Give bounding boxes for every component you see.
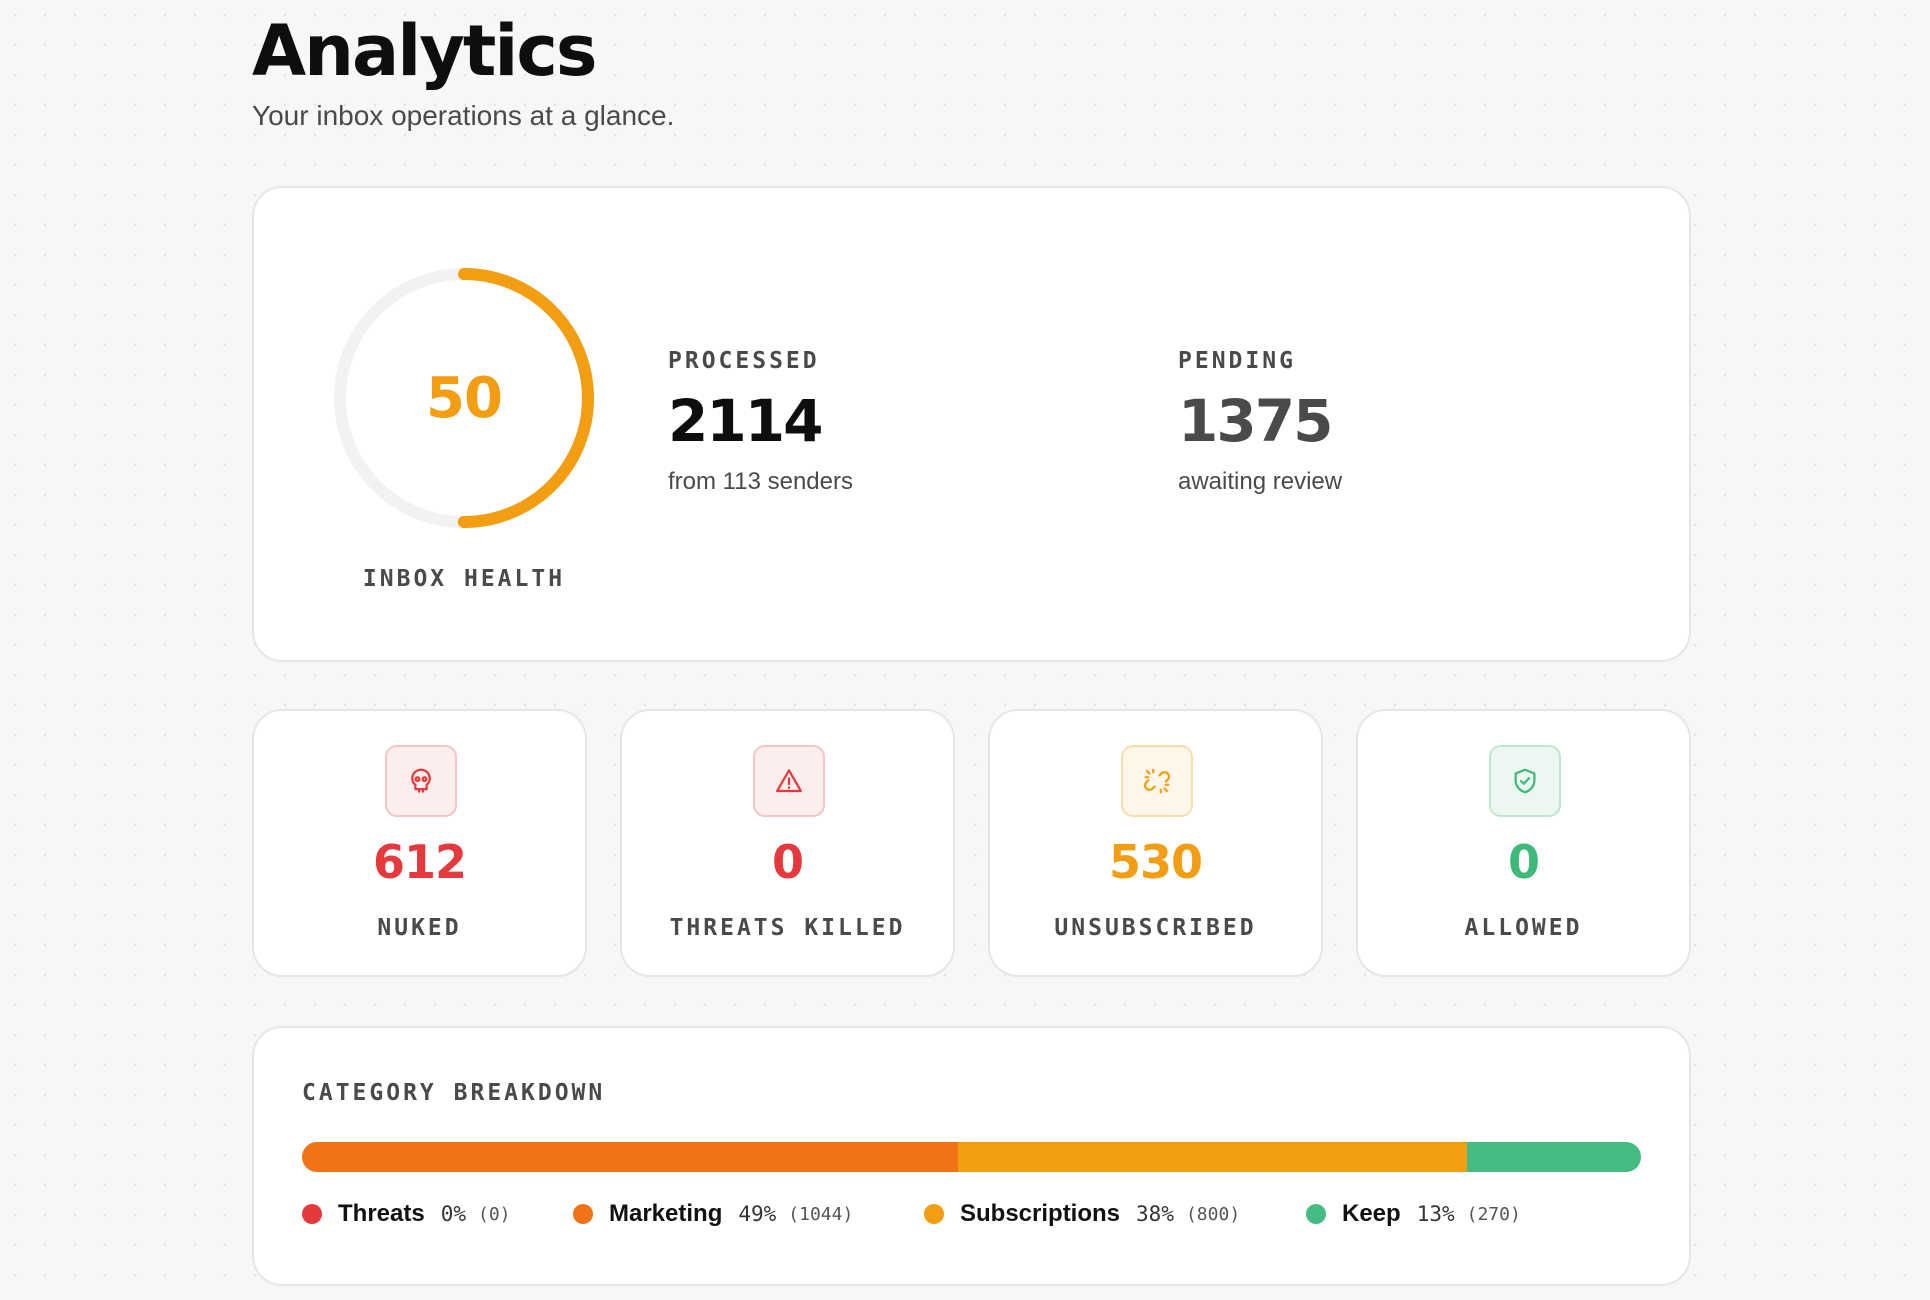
category-breakdown-card: CATEGORY BREAKDOWN Threats 0% (0) Market…	[252, 1026, 1691, 1286]
bar-segment-subscriptions	[958, 1142, 1467, 1172]
stat-icon-box	[753, 745, 825, 817]
stat-card-nuked: 612 NUKED	[252, 709, 587, 977]
legend-percent: 49%	[738, 1202, 777, 1226]
inbox-health-label: INBOX HEALTH	[362, 566, 566, 592]
skull-icon	[411, 768, 431, 793]
broken-link-icon	[1143, 768, 1171, 794]
page-title: Analytics	[252, 10, 597, 92]
legend-count: (270)	[1466, 1203, 1521, 1225]
legend-dot	[573, 1204, 593, 1224]
legend-dot	[924, 1204, 944, 1224]
bar-segment-marketing	[302, 1142, 959, 1172]
legend-percent: 13%	[1416, 1202, 1455, 1226]
legend-item-keep: Keep 13% (270)	[1306, 1200, 1521, 1228]
overview-card: 50 INBOX HEALTH PROCESSED 2114 from 113 …	[252, 186, 1691, 662]
gauge-svg	[334, 268, 594, 528]
stat-card-allowed: 0 ALLOWED	[1356, 709, 1691, 977]
legend-count: (0)	[478, 1203, 511, 1225]
warning-triangle-icon	[776, 769, 802, 793]
legend-name: Keep	[1342, 1200, 1401, 1227]
legend-name: Subscriptions	[960, 1200, 1121, 1227]
stat-card-threats-killed: 0 THREATS KILLED	[620, 709, 955, 977]
category-breakdown-title: CATEGORY BREAKDOWN	[302, 1080, 606, 1106]
page-subtitle: Your inbox operations at a glance.	[252, 100, 675, 131]
legend-item-threats: Threats 0% (0)	[302, 1200, 511, 1228]
legend-dot	[1306, 1204, 1326, 1224]
stat-icon-box	[385, 745, 457, 817]
pending-kpi: PENDING 1375 awaiting review	[1178, 348, 1342, 496]
processed-kpi: PROCESSED 2114 from 113 senders	[668, 348, 853, 496]
stat-value: 530	[1108, 835, 1203, 889]
pending-subtext: awaiting review	[1178, 468, 1343, 495]
processed-subtext: from 113 senders	[668, 468, 853, 495]
pending-value: 1375	[1178, 387, 1333, 455]
stat-card-unsubscribed: 530 UNSUBSCRIBED	[988, 709, 1323, 977]
legend-percent: 38%	[1136, 1202, 1174, 1226]
legend-item-subscriptions: Subscriptions 38% (800)	[924, 1200, 1240, 1228]
legend-count: (800)	[1185, 1203, 1241, 1225]
legend-name: Threats	[338, 1200, 425, 1227]
gauge-arc	[334, 268, 594, 528]
pending-label: PENDING	[1178, 348, 1296, 374]
legend-percent: 0%	[440, 1202, 466, 1226]
legend-item-marketing: Marketing 49% (1044)	[573, 1200, 853, 1228]
stat-label: ALLOWED	[1464, 915, 1583, 941]
stat-label: NUKED	[377, 915, 462, 941]
stat-value: 612	[372, 835, 467, 889]
legend-dot	[302, 1204, 322, 1224]
stat-value: 0	[771, 835, 804, 889]
stat-icon-box	[1121, 745, 1193, 817]
stat-icon-box	[1489, 745, 1561, 817]
legend-name: Marketing	[609, 1200, 723, 1227]
stat-label: UNSUBSCRIBED	[1054, 915, 1257, 941]
processed-label: PROCESSED	[668, 348, 820, 374]
bar-segment-keep	[1466, 1142, 1641, 1172]
category-stacked-bar	[302, 1142, 1641, 1172]
inbox-health-gauge: 50	[330, 264, 598, 532]
inbox-health-score: 50	[426, 365, 503, 431]
stat-value: 0	[1507, 835, 1540, 889]
stat-label: THREATS KILLED	[669, 915, 906, 941]
processed-value: 2114	[668, 387, 823, 455]
shield-check-icon	[1514, 768, 1536, 794]
legend-count: (1044)	[788, 1203, 854, 1225]
